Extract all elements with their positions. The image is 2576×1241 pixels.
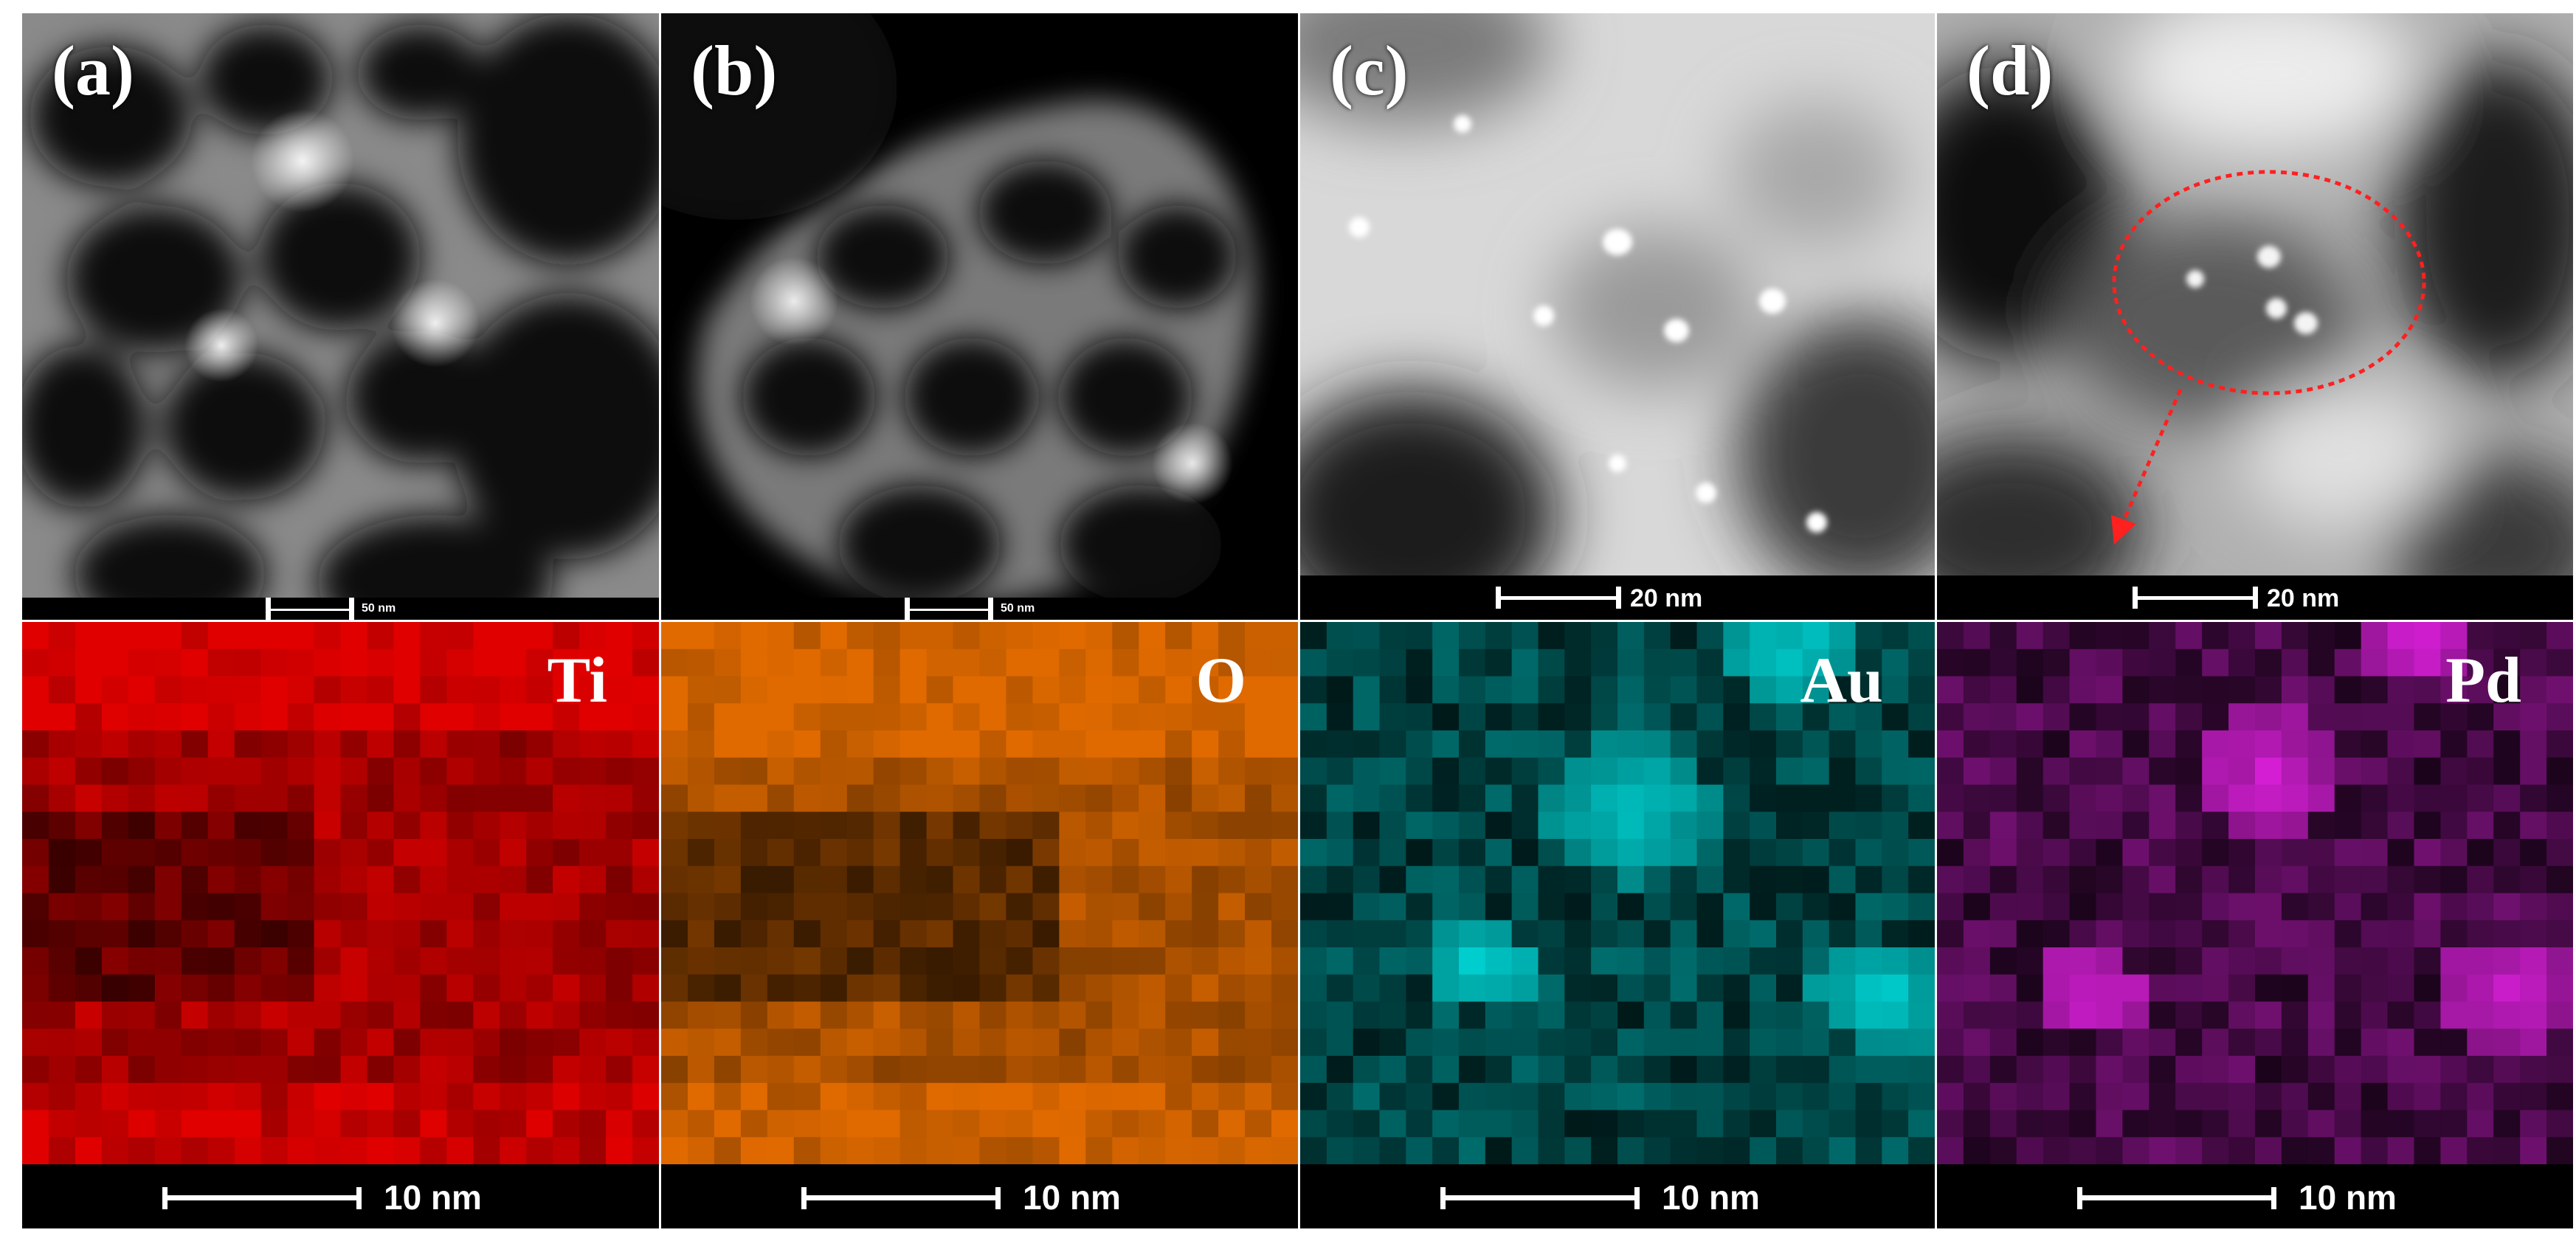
scale-label-a: 50 nm <box>362 602 396 615</box>
map-au: Au 10 nm <box>1300 622 1935 1228</box>
scale-bar-pd <box>2077 1187 2276 1209</box>
map-ti: Ti 10 nm <box>22 622 659 1228</box>
element-label-ti: Ti <box>547 645 607 716</box>
map-o: O 10 nm <box>661 622 1298 1228</box>
scale-label-b: 50 nm <box>1001 602 1035 615</box>
stem-image-c <box>1300 13 1935 620</box>
panel-label-b: (b) <box>691 31 778 110</box>
scale-strip-au: 10 nm <box>1300 1164 1935 1228</box>
annotation-arrow-line <box>2121 389 2183 523</box>
element-label-au: Au <box>1800 645 1884 716</box>
map-image-pd <box>1937 622 2573 1164</box>
scale-label-c: 20 nm <box>1630 584 1703 612</box>
stem-image-d <box>1937 13 2573 620</box>
scale-label-au: 10 nm <box>1662 1178 1760 1217</box>
scale-strip-pd: 10 nm <box>1937 1164 2573 1228</box>
map-image-ti <box>22 622 659 1164</box>
element-label-o: O <box>1195 645 1246 716</box>
panel-label-a: (a) <box>52 31 134 110</box>
scale-bar-ti <box>162 1187 362 1209</box>
annotation-arrow-head <box>2111 515 2136 545</box>
scale-bar-b <box>905 598 993 620</box>
panel-c: (c) 20 nm <box>1300 13 1935 620</box>
scale-strip-c: 20 nm <box>1300 575 1935 620</box>
scale-bar-au <box>1440 1187 1640 1209</box>
panel-b: (b) 50 nm <box>661 13 1298 620</box>
scale-bar-c <box>1496 587 1621 609</box>
scale-label-ti: 10 nm <box>384 1178 482 1217</box>
scale-strip-a: 50 nm <box>22 598 659 620</box>
panel-label-c: (c) <box>1330 31 1409 110</box>
map-pd: Pd 10 nm <box>1937 622 2573 1228</box>
scale-strip-d: 20 nm <box>1937 575 2573 620</box>
panel-label-d: (d) <box>1966 31 2054 110</box>
tem-image-a <box>22 13 659 620</box>
map-image-au <box>1300 622 1935 1164</box>
panel-a: (a) 50 nm <box>22 13 659 620</box>
scale-strip-ti: 10 nm <box>22 1164 659 1228</box>
annotation-ellipse <box>2112 170 2426 395</box>
scale-strip-b: 50 nm <box>661 598 1298 620</box>
panel-d: (d) 20 nm <box>1937 13 2573 620</box>
scale-label-d: 20 nm <box>2267 584 2340 612</box>
scale-bar-a <box>266 598 354 620</box>
scale-bar-d <box>2133 587 2258 609</box>
scale-label-o: 10 nm <box>1023 1178 1121 1217</box>
element-label-pd: Pd <box>2445 645 2521 716</box>
scale-strip-o: 10 nm <box>661 1164 1298 1228</box>
map-image-o <box>661 622 1298 1164</box>
tem-image-b <box>661 13 1298 620</box>
scale-bar-o <box>801 1187 1001 1209</box>
scale-label-pd: 10 nm <box>2299 1178 2397 1217</box>
